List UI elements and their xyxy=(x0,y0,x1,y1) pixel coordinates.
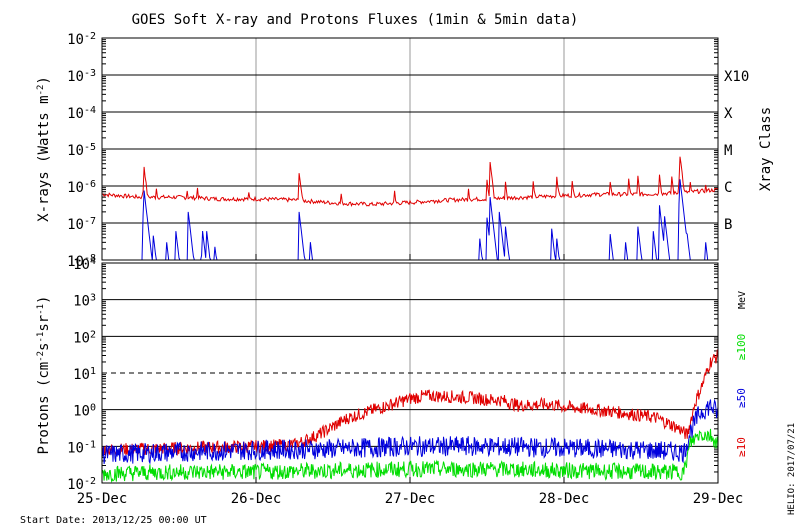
proton-y-tick-labels: 10-2 10-1 100 101 102 103 104 xyxy=(67,256,96,494)
xray-y-axis-label: X-rays (Watts m-2) xyxy=(36,76,52,222)
x-tick-labels: 25-Dec 26-Dec 27-Dec 28-Dec 29-Dec xyxy=(77,254,744,507)
xray-class-label: B xyxy=(724,217,732,233)
y-tick-label: 100 xyxy=(73,402,96,420)
y-tick-label: 103 xyxy=(73,292,96,310)
xray-gridlines xyxy=(102,38,718,260)
y-tick-label: 10-6 xyxy=(67,179,96,197)
proton-legend-entry: ≥50 xyxy=(735,388,748,408)
proton-legend-entry: ≥10 xyxy=(735,437,748,457)
xray-panel: 10-8 10-7 10-6 10-5 10-4 10-3 10-2 B C M X X10 X-r… xyxy=(36,31,774,271)
xray-class-labels: B C M X X10 xyxy=(724,69,749,233)
x-tick-label: 29-Dec xyxy=(693,491,744,507)
proton-series-green-line xyxy=(101,428,719,484)
xray-class-label: X xyxy=(724,106,733,122)
proton-series-group xyxy=(101,349,719,484)
y-tick-label: 10-8 xyxy=(67,253,96,271)
y-tick-label: 10-7 xyxy=(67,216,96,234)
y-tick-label: 10-3 xyxy=(67,68,96,86)
x-tick-label: 28-Dec xyxy=(539,491,590,507)
proton-series-blue-line xyxy=(101,398,719,465)
y-tick-label: 104 xyxy=(73,256,96,274)
xray-series-red-line xyxy=(101,156,719,207)
y-tick-label: 102 xyxy=(73,329,96,347)
xray-y-tick-labels: 10-8 10-7 10-6 10-5 10-4 10-3 10-2 xyxy=(67,31,96,271)
y-tick-label: 10-1 xyxy=(67,439,96,457)
y-tick-label: 10-4 xyxy=(67,105,96,123)
y-tick-label: 10-2 xyxy=(67,31,96,49)
y-tick-label: 101 xyxy=(73,366,96,384)
x-tick-label: 25-Dec xyxy=(77,491,128,507)
proton-y-axis-label: Protons (cm-2s-1sr-1) xyxy=(36,296,52,455)
xray-class-axis-label: Xray Class xyxy=(758,107,774,191)
y-tick-label: 10-2 xyxy=(67,476,96,494)
x-tick-label: 26-Dec xyxy=(231,491,282,507)
xray-class-label: M xyxy=(724,143,732,159)
proton-legend-entry: ≥100 xyxy=(735,334,748,361)
proton-series-red-line xyxy=(101,349,719,457)
xray-class-label: C xyxy=(724,180,732,196)
credit-label: HELIO: 2017/07/21 xyxy=(787,423,797,515)
proton-legend: ≥100 ≥50 ≥10 xyxy=(735,334,748,457)
xray-class-label: X10 xyxy=(724,69,749,85)
y-tick-label: 10-5 xyxy=(67,142,96,160)
proton-unit-label: MeV xyxy=(737,291,748,309)
chart-title: GOES Soft X-ray and Protons Fluxes (1min… xyxy=(132,12,579,28)
start-date: Start Date: 2013/12/25 00:00 UT xyxy=(20,515,207,526)
proton-panel: 10-2 10-1 100 101 102 103 104 Protons (cm-2s-1… xyxy=(36,256,748,494)
x-tick-label: 27-Dec xyxy=(385,491,436,507)
